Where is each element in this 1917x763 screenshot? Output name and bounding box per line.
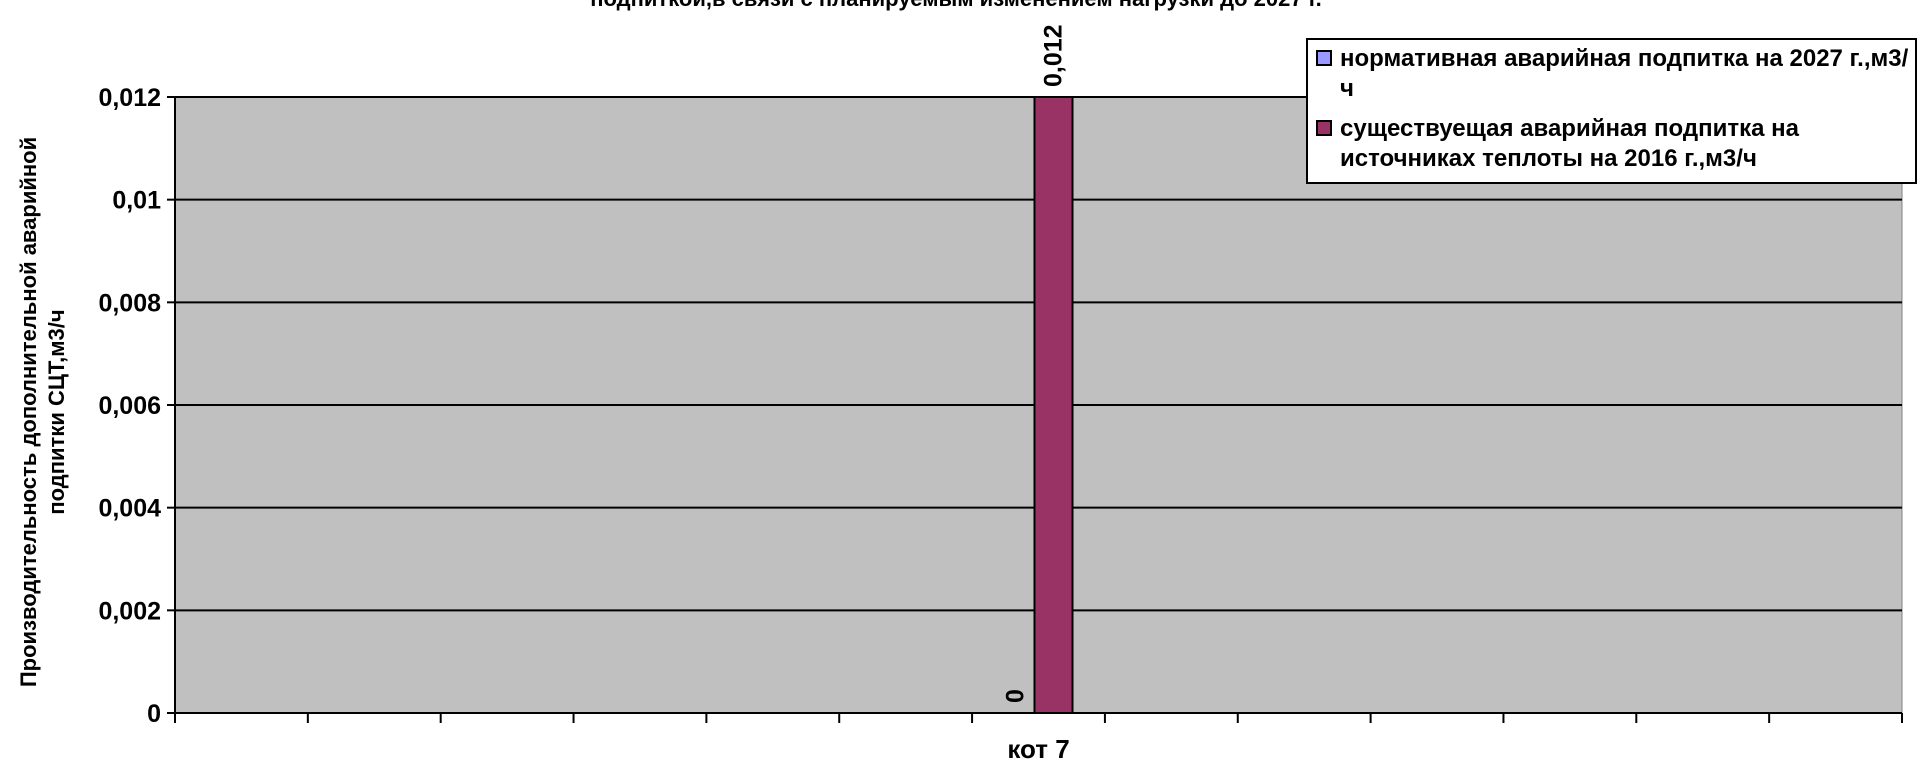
- y-tick-label: 0,008: [98, 289, 161, 317]
- y-tick-label: 0,002: [98, 597, 161, 625]
- plot-area: 0 0,002 0,004 0,006 0,008 0,01 0,012 кот 7 0 0,01…: [98, 24, 1903, 763]
- legend-label-normative: нормативная аварийная подпитка на 2027 г…: [1340, 45, 1909, 102]
- legend-label-existing: существуещая аварийная подпитка на источ…: [1340, 115, 1799, 172]
- data-label-existing: 0,012: [1040, 24, 1068, 87]
- legend-swatch-existing: [1316, 120, 1332, 136]
- y-axis-title-line-1: Производительность дополнительной аварий…: [16, 137, 41, 687]
- legend-swatch-normative: [1316, 50, 1332, 66]
- y-axis-title-line-2: подпитки СЦТ,м3/ч: [44, 309, 69, 514]
- y-tick-label: 0,004: [98, 495, 161, 523]
- y-tick-label: 0,012: [98, 84, 161, 112]
- legend-item-existing: существуещая аварийная подпитка на источ…: [1316, 114, 1916, 174]
- legend: нормативная аварийная подпитка на 2027 г…: [1306, 38, 1917, 184]
- bar-existing: [1033, 96, 1074, 714]
- legend-item-normative: нормативная аварийная подпитка на 2027 г…: [1316, 44, 1916, 104]
- chart-title: подпиткой,в связи с планируемым изменени…: [590, 0, 1322, 11]
- y-tick-label: 0,01: [112, 187, 161, 215]
- data-label-normative: 0: [1002, 689, 1030, 703]
- y-tick-label: 0,006: [98, 392, 161, 420]
- y-tick-label: 0: [147, 700, 161, 728]
- x-tick-label: кот 7: [1007, 734, 1069, 763]
